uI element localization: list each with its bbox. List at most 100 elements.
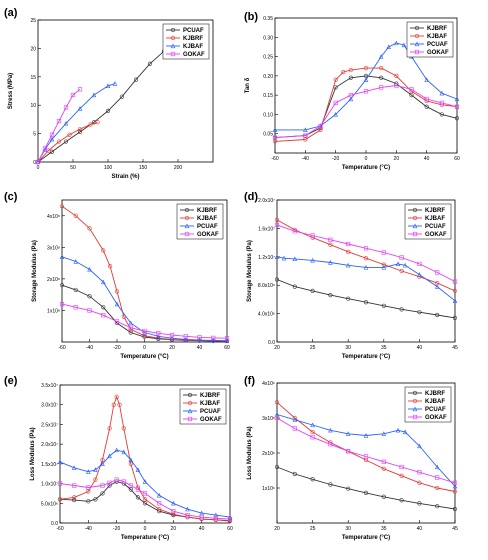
data-point — [381, 466, 386, 471]
legend-marker — [412, 207, 418, 213]
data-point — [100, 461, 105, 466]
series-line — [274, 75, 458, 139]
series-pcuaf — [272, 40, 460, 132]
legend-label: PCUAF — [197, 224, 218, 230]
x-axis-title: Temperature (°C) — [121, 535, 169, 541]
x-tick-label: -60 — [271, 156, 278, 162]
data-point — [73, 259, 79, 264]
data-point — [117, 402, 122, 407]
data-point — [292, 426, 297, 431]
x-tick-label: 40 — [424, 156, 430, 162]
data-point — [399, 464, 404, 470]
data-point — [108, 264, 113, 269]
legend-label: KJBRF — [425, 208, 445, 214]
y-tick-label: 2x10⁸ — [47, 277, 60, 283]
y-tick-label: 5.0x10⁶ — [41, 501, 58, 507]
data-point — [93, 477, 98, 482]
data-point — [346, 249, 351, 254]
data-point — [133, 77, 139, 82]
y-tick-label: 0 — [33, 160, 36, 166]
data-point — [128, 487, 133, 492]
data-point — [77, 129, 83, 134]
data-point — [86, 469, 91, 474]
data-point — [379, 85, 384, 90]
data-point — [363, 66, 369, 71]
data-point — [454, 104, 460, 109]
y-tick-label: 0.05 — [263, 132, 273, 138]
y-axis-title: Storage Modulus (Pa) — [247, 240, 253, 302]
data-point — [142, 501, 148, 506]
legend-marker — [184, 215, 190, 221]
legend-marker — [184, 231, 190, 237]
series-line — [59, 449, 231, 518]
data-point — [401, 42, 407, 48]
y-tick-label: 1.6x10⁷ — [258, 226, 275, 232]
data-point — [169, 335, 175, 341]
data-point — [147, 61, 153, 66]
data-point — [274, 415, 280, 421]
legend-label: KJBAF — [183, 44, 203, 50]
data-point — [95, 120, 100, 125]
legend-label: GOKAF — [197, 232, 219, 238]
series-gokaf — [274, 222, 458, 284]
data-point — [318, 123, 323, 129]
data-point — [59, 254, 65, 259]
data-point — [142, 328, 147, 334]
x-tick-label: 100 — [104, 165, 113, 171]
legend-marker — [414, 25, 420, 31]
legend-label: GOKAF — [427, 50, 449, 56]
data-point — [452, 279, 458, 284]
data-point — [363, 256, 369, 261]
legend-label: KJBAF — [425, 399, 445, 405]
data-point — [292, 229, 297, 234]
x-tick-label: 35 — [381, 345, 387, 351]
legend-label: KJBRF — [183, 36, 203, 42]
data-point — [435, 504, 440, 509]
data-point — [210, 337, 216, 343]
y-tick-label: 0.25 — [263, 55, 273, 61]
series-line — [276, 224, 456, 282]
series-line — [276, 401, 456, 492]
data-point — [100, 279, 106, 285]
y-tick-label: 25 — [30, 18, 36, 24]
data-point — [348, 93, 353, 98]
legend: KJBRF KJBAF PCUAF GOKAF — [406, 21, 454, 58]
x-tick-label: 0 — [365, 156, 368, 162]
data-point — [435, 312, 440, 318]
data-point — [87, 266, 92, 272]
series-pcuaf — [274, 254, 458, 303]
legend-marker — [412, 231, 418, 237]
data-point — [378, 54, 384, 59]
series-line — [276, 466, 456, 510]
x-tick-label: 20 — [169, 345, 175, 351]
data-point — [417, 261, 422, 267]
y-tick-label: 2.5x10⁷ — [41, 422, 58, 428]
y-tick-label: 1.0x10⁷ — [41, 482, 58, 488]
data-point — [417, 272, 422, 277]
data-point — [183, 334, 188, 339]
x-tick-label: 150 — [139, 165, 148, 171]
panel-label: (d) — [244, 191, 258, 203]
series-line — [37, 83, 116, 163]
y-tick-label: 20 — [30, 46, 36, 52]
chart-panel-3: (c) -60 -40 -20 0 20 40 60 1x10⁸ 2x10⁸ 3x10⁸ 4x10⁸ T… — [4, 191, 230, 360]
data-point — [56, 139, 62, 144]
data-point — [107, 480, 112, 485]
data-point — [274, 277, 280, 282]
data-point — [454, 96, 460, 102]
x-tick-label: 50 — [70, 165, 76, 171]
y-tick-label: 0.0 — [51, 521, 58, 527]
data-point — [394, 83, 399, 88]
data-point — [171, 500, 176, 506]
y-tick-label: 3x10⁶ — [262, 416, 275, 422]
data-point — [77, 87, 83, 92]
data-point — [128, 483, 133, 488]
data-point — [310, 435, 315, 440]
data-point — [424, 77, 429, 82]
x-tick-label: 45 — [452, 345, 458, 351]
series-kjbrf — [274, 464, 458, 512]
legend-marker — [170, 27, 176, 33]
y-axis-title: Loss Modulus (Pa) — [247, 426, 253, 479]
panel-label: (e) — [4, 375, 18, 387]
